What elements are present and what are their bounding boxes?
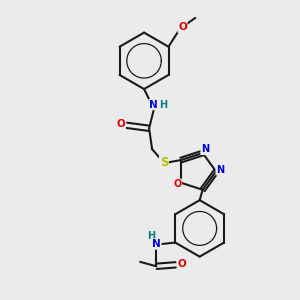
Text: O: O [173,179,181,189]
Text: H: H [159,100,167,110]
Text: S: S [160,156,168,169]
Text: O: O [177,259,186,269]
Text: O: O [116,119,125,129]
Text: O: O [178,22,187,32]
Text: N: N [201,145,209,154]
Text: N: N [149,100,158,110]
Text: N: N [152,239,161,249]
Text: N: N [216,165,224,175]
Text: H: H [147,231,155,241]
